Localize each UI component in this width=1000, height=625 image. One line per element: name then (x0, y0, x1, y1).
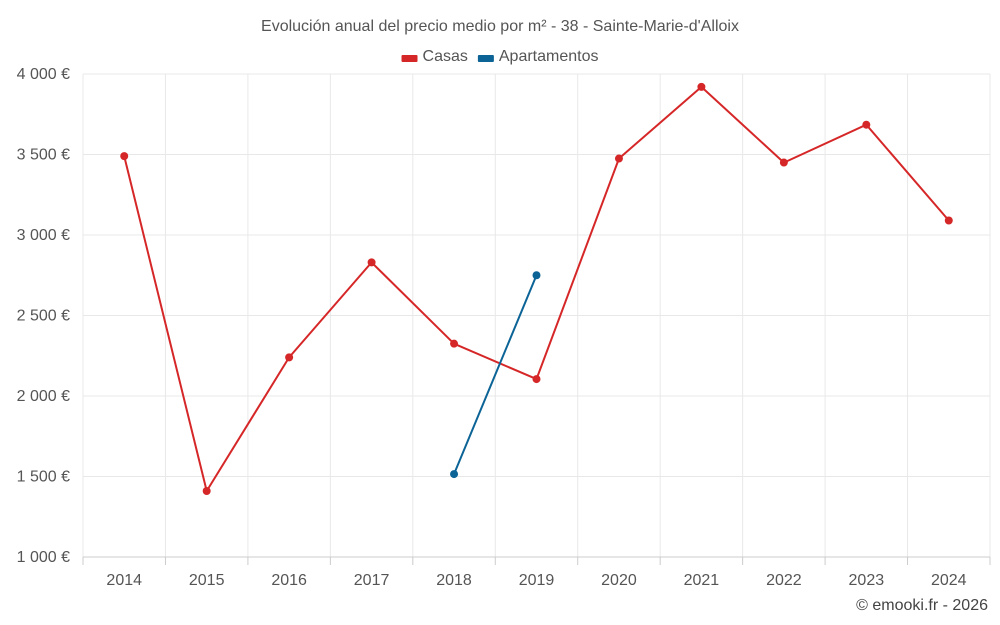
data-point[interactable] (285, 353, 294, 362)
data-point[interactable] (367, 258, 376, 267)
data-point[interactable] (862, 120, 871, 129)
x-tick-label: 2024 (931, 572, 967, 589)
series-casas (120, 82, 953, 495)
x-tick-label: 2020 (601, 572, 637, 589)
grid (82, 73, 991, 557)
y-tick-label: 1 500 € (17, 469, 70, 486)
legend-label: Casas (423, 48, 468, 65)
y-tick-label: 2 500 € (17, 308, 70, 325)
y-tick-label: 4 000 € (17, 66, 70, 83)
series-apartamentos (450, 271, 541, 479)
series-line (453, 274, 538, 475)
y-tick-label: 1 000 € (17, 549, 70, 566)
chart-title: Evolución anual del precio medio por m² … (261, 18, 739, 35)
data-point[interactable] (532, 271, 541, 280)
legend-item[interactable]: Apartamentos (477, 48, 599, 65)
data-point[interactable] (450, 470, 459, 479)
data-point[interactable] (614, 154, 623, 163)
data-point[interactable] (532, 375, 541, 384)
legend-swatch (401, 55, 418, 62)
data-point[interactable] (450, 339, 459, 348)
x-tick-label: 2014 (106, 572, 142, 589)
legend-label: Apartamentos (499, 48, 599, 65)
x-tick-label: 2016 (271, 572, 307, 589)
data-point[interactable] (779, 158, 788, 167)
x-tick-label: 2023 (849, 572, 885, 589)
legend-swatch (477, 55, 494, 62)
data-point[interactable] (697, 82, 706, 91)
data-point[interactable] (944, 216, 953, 225)
x-tick-label: 2015 (189, 572, 225, 589)
data-point[interactable] (120, 152, 129, 161)
x-tick-label: 2019 (519, 572, 555, 589)
x-tick-label: 2022 (766, 572, 802, 589)
y-tick-label: 3 500 € (17, 147, 70, 164)
x-tick-label: 2017 (354, 572, 390, 589)
data-point[interactable] (202, 486, 211, 495)
credit-text: © emooki.fr - 2026 (856, 597, 988, 614)
series-layer (120, 82, 953, 495)
axes: 1 000 € 1 500 € 2 000 € 2 500 € 3 000 € 3 500… (17, 66, 991, 589)
y-tick-label: 2 000 € (17, 388, 70, 405)
y-tick-label: 3 000 € (17, 227, 70, 244)
legend: Casas Apartamentos (401, 48, 599, 65)
x-tick-label: 2021 (684, 572, 720, 589)
x-tick-label: 2018 (436, 572, 472, 589)
legend-item[interactable]: Casas (401, 48, 468, 65)
